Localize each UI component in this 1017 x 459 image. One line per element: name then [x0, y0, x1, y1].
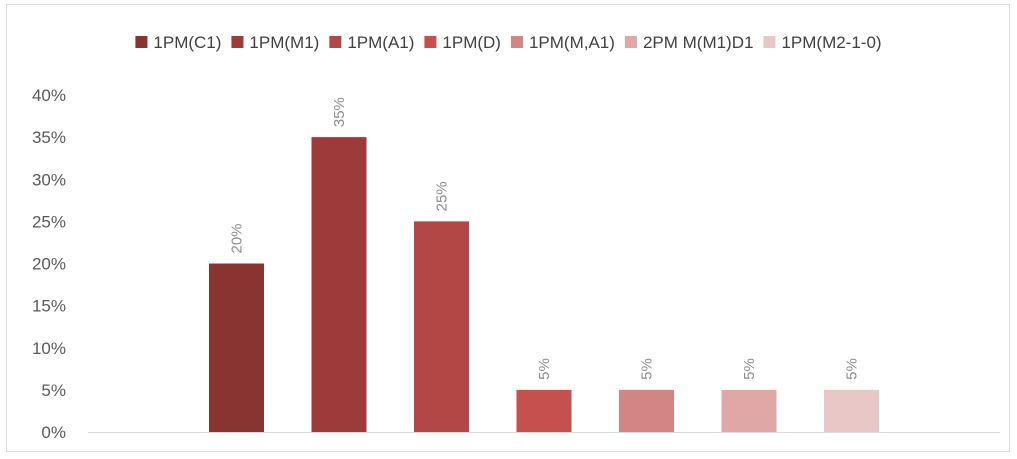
legend-label: 1PM(A1): [347, 33, 414, 52]
data-label: 20%: [229, 223, 246, 253]
legend-swatch: [424, 36, 437, 48]
legend-swatch: [624, 36, 637, 48]
plot-area: 20% 35% 25% 5% 5% 5% 5%: [88, 97, 1000, 433]
bar-1: [209, 263, 264, 432]
legend-label: 2PM M(M1)D1: [643, 33, 754, 52]
bar-2: [311, 137, 367, 432]
bar-4: [516, 389, 572, 432]
data-label: 25%: [434, 181, 451, 211]
legend-label: 1PM(D): [442, 33, 501, 52]
legend: 1PM(C1) 1PM(M1) 1PM(A1) 1PM(D) 1PM(M,A1) 2PM …: [135, 33, 882, 52]
bar-5: [619, 389, 674, 432]
data-label: 5%: [639, 358, 656, 380]
y-tick-label: 20%: [32, 255, 66, 274]
data-label: 5%: [844, 358, 861, 380]
legend-swatch: [135, 36, 148, 48]
y-tick-label: 10%: [32, 339, 66, 358]
y-tick-label: 25%: [32, 212, 66, 231]
bar-6: [721, 389, 777, 432]
legend-label: 1PM(M1): [249, 33, 319, 52]
y-tick-label: 5%: [41, 381, 66, 400]
legend-swatch: [329, 36, 342, 48]
data-label: 5%: [741, 358, 758, 380]
chart-frame: [6, 4, 1010, 452]
y-axis: 0% 5% 10% 15% 20% 25% 30% 35% 40%: [32, 86, 66, 442]
data-label: 5%: [536, 358, 553, 380]
y-tick-label: 30%: [32, 170, 66, 189]
legend-label: 1PM(M2-1-0): [781, 33, 881, 52]
bar-3: [414, 221, 469, 432]
legend-swatch: [763, 36, 776, 48]
y-tick-label: 35%: [32, 128, 66, 147]
y-tick-label: 0%: [41, 423, 66, 442]
legend-label: 1PM(C1): [153, 33, 221, 52]
legend-label: 1PM(M,A1): [529, 33, 615, 52]
bar-7: [824, 389, 879, 432]
y-tick-label: 40%: [32, 86, 66, 105]
y-tick-label: 15%: [32, 297, 66, 316]
data-label: 35%: [331, 97, 348, 127]
legend-swatch: [231, 36, 244, 48]
legend-swatch: [510, 36, 523, 48]
